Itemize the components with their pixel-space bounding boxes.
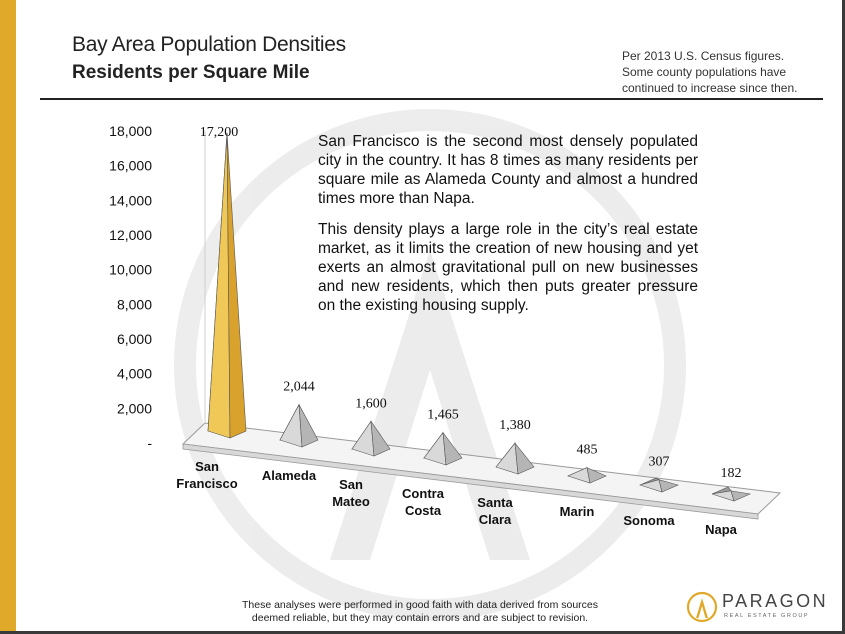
census-note-line: continued to increase since then.	[622, 81, 798, 95]
description-paragraph-1: San Francisco is the second most densely…	[318, 133, 698, 207]
y-tick-label: 10,000	[109, 262, 152, 278]
data-label: 1,465	[427, 408, 459, 423]
y-tick-label: 2,000	[117, 400, 152, 416]
bottom-border	[0, 631, 845, 634]
bar-3	[423, 431, 463, 466]
bar-5	[567, 467, 607, 484]
y-tick-label: 12,000	[109, 227, 152, 243]
category-label: Mateo	[332, 494, 370, 509]
page-subtitle: Residents per Square Mile	[72, 62, 310, 83]
bar-0	[207, 132, 247, 439]
category-label: Alameda	[262, 468, 317, 483]
census-note: Per 2013 U.S. Census figures. Some count…	[622, 48, 822, 96]
data-label: 1,380	[499, 418, 531, 433]
category-label: Santa	[477, 495, 513, 510]
bar-4	[495, 442, 535, 475]
y-tick-label: 4,000	[117, 366, 152, 382]
paragon-logo-icon	[686, 591, 718, 623]
bar-6	[638, 477, 679, 493]
page-title: Bay Area Population Densities	[72, 33, 346, 56]
y-tick-label: 18,000	[109, 123, 152, 139]
right-border	[842, 0, 845, 634]
disclaimer-line: deemed reliable, but they may contain er…	[251, 612, 589, 624]
category-label: Clara	[479, 512, 512, 527]
bar-face-left	[279, 403, 303, 448]
category-label: Sonoma	[623, 513, 675, 528]
category-label: Marin	[560, 504, 595, 519]
data-label: 17,200	[200, 125, 239, 140]
y-tick-label: 6,000	[117, 331, 152, 347]
data-label: 307	[649, 455, 670, 470]
description-text: San Francisco is the second most densely…	[318, 132, 698, 327]
paragon-logo: PARAGON REAL ESTATE GROUP	[686, 589, 836, 625]
bar-face-right	[298, 404, 319, 448]
bar-face-right	[586, 467, 607, 484]
category-label: San	[339, 477, 363, 492]
footer-disclaimer: These analyses were performed in good fa…	[190, 599, 650, 625]
y-tick-label: -	[147, 435, 152, 451]
bar-face-left	[207, 132, 231, 439]
header-divider	[40, 98, 823, 100]
chart-floor-edge	[182, 443, 759, 520]
bar-face-right	[514, 442, 535, 475]
logo-name: PARAGON	[722, 591, 829, 611]
y-tick-label: 16,000	[109, 158, 152, 174]
category-label: Francisco	[176, 476, 237, 491]
data-label: 485	[577, 443, 598, 458]
bar-1	[279, 403, 319, 448]
bar-face-right	[442, 431, 463, 466]
bar-face-right	[658, 479, 679, 493]
disclaimer-line: These analyses were performed in good fa…	[241, 599, 598, 611]
bar-7	[711, 486, 752, 502]
data-label: 182	[721, 466, 742, 481]
left-accent-bar	[0, 0, 16, 634]
census-note-line: Per 2013 U.S. Census figures.	[622, 49, 785, 63]
category-label: Contra	[402, 486, 445, 501]
bar-face-right	[730, 490, 752, 502]
y-tick-label: 14,000	[109, 192, 152, 208]
description-paragraph-2: This density plays a large role in the c…	[318, 221, 698, 314]
bar-2	[351, 420, 391, 457]
bar-face-right	[226, 132, 247, 439]
category-label: Costa	[405, 503, 442, 518]
logo-tagline: REAL ESTATE GROUP	[724, 613, 810, 619]
bar-face-right	[370, 420, 391, 457]
census-note-line: Some county populations have	[622, 65, 787, 79]
category-label: Napa	[705, 522, 738, 537]
data-label: 1,600	[355, 396, 387, 411]
data-label: 2,044	[283, 380, 315, 395]
category-label: San	[195, 459, 219, 474]
y-tick-label: 8,000	[117, 296, 152, 312]
